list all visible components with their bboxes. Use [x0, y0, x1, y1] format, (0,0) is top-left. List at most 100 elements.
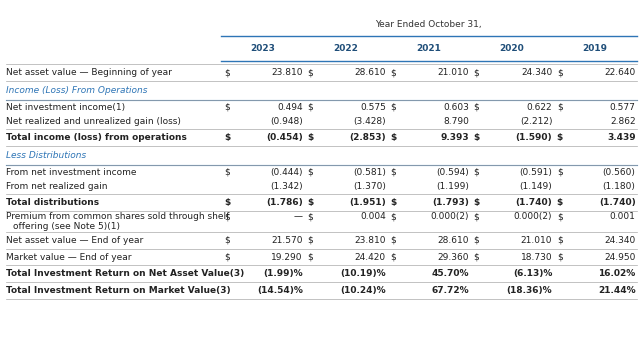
Text: $: $	[557, 198, 563, 207]
Text: (3.428): (3.428)	[353, 117, 386, 126]
Text: Less Distributions: Less Distributions	[6, 151, 86, 160]
Text: 22.640: 22.640	[604, 68, 636, 77]
Text: $: $	[224, 168, 230, 177]
Text: (1.370): (1.370)	[353, 182, 386, 191]
Text: 21.010: 21.010	[438, 68, 469, 77]
Text: (14.54)%: (14.54)%	[257, 286, 303, 295]
Text: $: $	[474, 133, 480, 142]
Text: 23.810: 23.810	[355, 236, 386, 245]
Text: (2.853): (2.853)	[349, 133, 386, 142]
Text: $: $	[224, 103, 230, 112]
Text: Year Ended October 31,: Year Ended October 31,	[376, 20, 482, 29]
Text: 67.72%: 67.72%	[431, 286, 469, 295]
Text: Total Investment Return on Market Value(3): Total Investment Return on Market Value(…	[6, 286, 231, 295]
Text: Net asset value — End of year: Net asset value — End of year	[6, 236, 143, 245]
Text: Net investment income(1): Net investment income(1)	[6, 103, 125, 112]
Text: 24.420: 24.420	[355, 253, 386, 262]
Text: 0.001: 0.001	[610, 212, 636, 221]
Text: 0.000(2): 0.000(2)	[431, 212, 469, 221]
Text: $: $	[224, 198, 230, 207]
Text: 28.610: 28.610	[438, 236, 469, 245]
Text: $: $	[474, 168, 479, 177]
Text: Income (Loss) From Operations: Income (Loss) From Operations	[6, 86, 148, 95]
Text: Market value — End of year: Market value — End of year	[6, 253, 132, 262]
Text: (1.199): (1.199)	[436, 182, 469, 191]
Text: $: $	[390, 212, 396, 221]
Text: $: $	[307, 168, 313, 177]
Text: $: $	[390, 198, 397, 207]
Text: $: $	[474, 236, 479, 245]
Text: 45.70%: 45.70%	[431, 269, 469, 278]
Text: $: $	[557, 253, 563, 262]
Text: $: $	[224, 212, 230, 221]
Text: 2020: 2020	[500, 44, 524, 53]
Text: 0.494: 0.494	[277, 103, 303, 112]
Text: $: $	[224, 68, 230, 77]
Text: 0.622: 0.622	[527, 103, 552, 112]
Text: $: $	[474, 103, 479, 112]
Text: (1.786): (1.786)	[266, 198, 303, 207]
Text: 16.02%: 16.02%	[598, 269, 636, 278]
Text: 21.570: 21.570	[271, 236, 303, 245]
Text: 28.610: 28.610	[355, 68, 386, 77]
Text: offering (see Note 5)(1): offering (see Note 5)(1)	[13, 222, 120, 231]
Text: From net investment income: From net investment income	[6, 168, 137, 177]
Text: (0.594): (0.594)	[436, 168, 469, 177]
Text: (0.454): (0.454)	[266, 133, 303, 142]
Text: 19.290: 19.290	[271, 253, 303, 262]
Text: 2.862: 2.862	[610, 117, 636, 126]
Text: Total income (loss) from operations: Total income (loss) from operations	[6, 133, 188, 142]
Text: (1.740): (1.740)	[599, 198, 636, 207]
Text: $: $	[390, 168, 396, 177]
Text: 2022: 2022	[333, 44, 358, 53]
Text: Total distributions: Total distributions	[6, 198, 100, 207]
Text: $: $	[307, 198, 314, 207]
Text: $: $	[557, 103, 563, 112]
Text: 2021: 2021	[417, 44, 441, 53]
Text: (1.793): (1.793)	[432, 198, 469, 207]
Text: $: $	[390, 68, 396, 77]
Text: (0.948): (0.948)	[270, 117, 303, 126]
Text: $: $	[307, 236, 313, 245]
Text: $: $	[474, 253, 479, 262]
Text: $: $	[390, 236, 396, 245]
Text: (1.99)%: (1.99)%	[263, 269, 303, 278]
Text: (1.740): (1.740)	[516, 198, 552, 207]
Text: $: $	[307, 212, 313, 221]
Text: $: $	[557, 168, 563, 177]
Text: 29.360: 29.360	[438, 253, 469, 262]
Text: $: $	[474, 68, 479, 77]
Text: $: $	[557, 212, 563, 221]
Text: (0.444): (0.444)	[270, 168, 303, 177]
Text: (18.36)%: (18.36)%	[507, 286, 552, 295]
Text: $: $	[390, 133, 397, 142]
Text: Premium from common shares sold through shelf: Premium from common shares sold through …	[6, 212, 230, 221]
Text: $: $	[307, 253, 313, 262]
Text: (1.180): (1.180)	[603, 182, 636, 191]
Text: Net realized and unrealized gain (loss): Net realized and unrealized gain (loss)	[6, 117, 181, 126]
Text: (10.19)%: (10.19)%	[340, 269, 386, 278]
Text: $: $	[557, 236, 563, 245]
Text: (0.581): (0.581)	[353, 168, 386, 177]
Text: (0.560): (0.560)	[603, 168, 636, 177]
Text: $: $	[474, 198, 480, 207]
Text: 21.010: 21.010	[521, 236, 552, 245]
Text: (2.212): (2.212)	[520, 117, 552, 126]
Text: 2019: 2019	[582, 44, 608, 53]
Text: 2023: 2023	[250, 44, 275, 53]
Text: (1.951): (1.951)	[349, 198, 386, 207]
Text: $: $	[307, 68, 313, 77]
Text: $: $	[474, 212, 479, 221]
Text: $: $	[390, 103, 396, 112]
Text: 0.004: 0.004	[360, 212, 386, 221]
Text: 24.340: 24.340	[604, 236, 636, 245]
Text: (1.149): (1.149)	[520, 182, 552, 191]
Text: 0.000(2): 0.000(2)	[514, 212, 552, 221]
Text: 0.603: 0.603	[444, 103, 469, 112]
Text: $: $	[307, 103, 313, 112]
Text: Net asset value — Beginning of year: Net asset value — Beginning of year	[6, 68, 172, 77]
Text: (6.13)%: (6.13)%	[513, 269, 552, 278]
Text: From net realized gain: From net realized gain	[6, 182, 108, 191]
Text: (1.590): (1.590)	[516, 133, 552, 142]
Text: $: $	[390, 253, 396, 262]
